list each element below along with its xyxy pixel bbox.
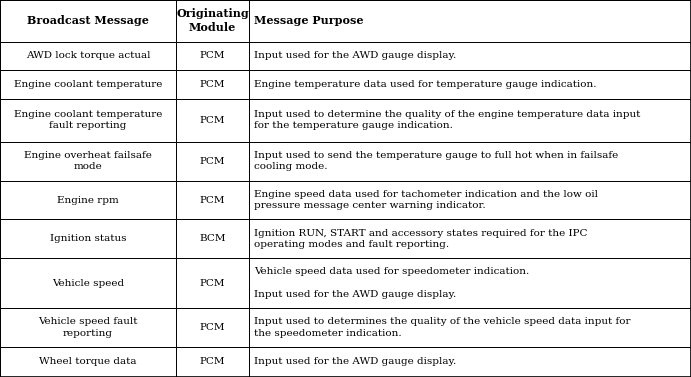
Bar bbox=[0, 142, 176, 181]
Text: Broadcast Message: Broadcast Message bbox=[27, 15, 149, 26]
Bar bbox=[249, 42, 691, 70]
Text: Vehicle speed data used for speedometer indication.

Input used for the AWD gaug: Vehicle speed data used for speedometer … bbox=[254, 267, 529, 299]
Bar bbox=[176, 308, 249, 347]
Bar bbox=[249, 308, 691, 347]
Bar bbox=[249, 347, 691, 377]
Bar bbox=[0, 347, 176, 377]
Bar bbox=[249, 181, 691, 219]
Text: PCM: PCM bbox=[200, 357, 225, 366]
Text: AWD lock torque actual: AWD lock torque actual bbox=[26, 51, 151, 60]
Bar bbox=[176, 219, 249, 258]
Bar bbox=[176, 0, 249, 42]
Text: PCM: PCM bbox=[200, 80, 225, 89]
Bar bbox=[176, 142, 249, 181]
Bar bbox=[249, 99, 691, 142]
Text: Engine temperature data used for temperature gauge indication.: Engine temperature data used for tempera… bbox=[254, 80, 597, 89]
Bar bbox=[0, 181, 176, 219]
Text: Ignition RUN, START and accessory states required for the IPC
operating modes an: Ignition RUN, START and accessory states… bbox=[254, 229, 588, 249]
Bar bbox=[249, 0, 691, 42]
Text: PCM: PCM bbox=[200, 279, 225, 288]
Text: Originating
Module: Originating Module bbox=[176, 8, 249, 34]
Bar bbox=[0, 42, 176, 70]
Text: PCM: PCM bbox=[200, 51, 225, 60]
Text: Engine coolant temperature
fault reporting: Engine coolant temperature fault reporti… bbox=[14, 110, 162, 130]
Text: PCM: PCM bbox=[200, 156, 225, 166]
Text: Input used to send the temperature gauge to full hot when in failsafe
cooling mo: Input used to send the temperature gauge… bbox=[254, 151, 618, 171]
Text: BCM: BCM bbox=[199, 234, 226, 244]
Bar bbox=[249, 258, 691, 308]
Text: Input used to determine the quality of the engine temperature data input
for the: Input used to determine the quality of t… bbox=[254, 110, 641, 130]
Bar bbox=[0, 219, 176, 258]
Text: Input used for the AWD gauge display.: Input used for the AWD gauge display. bbox=[254, 51, 457, 60]
Text: Input used for the AWD gauge display.: Input used for the AWD gauge display. bbox=[254, 357, 457, 366]
Text: Vehicle speed: Vehicle speed bbox=[52, 279, 124, 288]
Bar bbox=[0, 70, 176, 99]
Text: Input used to determines the quality of the vehicle speed data input for
the spe: Input used to determines the quality of … bbox=[254, 317, 631, 338]
Bar bbox=[176, 70, 249, 99]
Bar bbox=[176, 347, 249, 377]
Bar bbox=[249, 219, 691, 258]
Bar bbox=[176, 181, 249, 219]
Text: Engine speed data used for tachometer indication and the low oil
pressure messag: Engine speed data used for tachometer in… bbox=[254, 190, 598, 210]
Bar bbox=[249, 142, 691, 181]
Text: Engine overheat failsafe
mode: Engine overheat failsafe mode bbox=[24, 151, 152, 171]
Bar bbox=[176, 42, 249, 70]
Bar bbox=[249, 70, 691, 99]
Text: Wheel torque data: Wheel torque data bbox=[39, 357, 137, 366]
Text: PCM: PCM bbox=[200, 116, 225, 125]
Text: PCM: PCM bbox=[200, 196, 225, 204]
Text: PCM: PCM bbox=[200, 323, 225, 332]
Bar bbox=[176, 258, 249, 308]
Bar bbox=[0, 308, 176, 347]
Bar bbox=[0, 258, 176, 308]
Bar bbox=[0, 99, 176, 142]
Text: Engine rpm: Engine rpm bbox=[57, 196, 119, 204]
Text: Ignition status: Ignition status bbox=[50, 234, 126, 244]
Text: Message Purpose: Message Purpose bbox=[254, 15, 363, 26]
Text: Vehicle speed fault
reporting: Vehicle speed fault reporting bbox=[39, 317, 138, 338]
Bar bbox=[176, 99, 249, 142]
Bar bbox=[0, 0, 176, 42]
Text: Engine coolant temperature: Engine coolant temperature bbox=[14, 80, 162, 89]
